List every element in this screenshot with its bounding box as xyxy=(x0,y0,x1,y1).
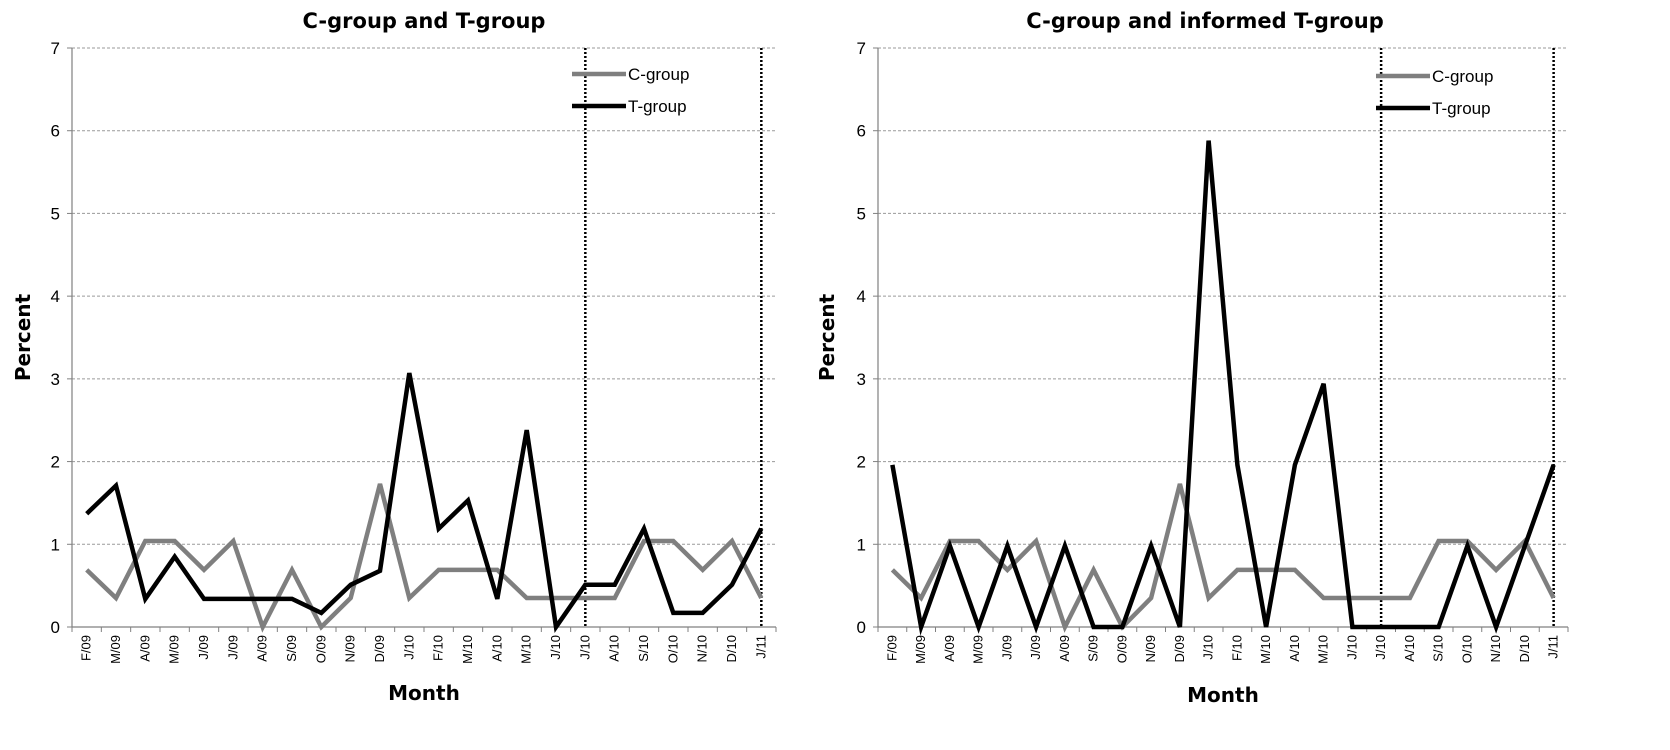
x-tick-label: S/10 xyxy=(1431,635,1446,662)
y-tick-label: 3 xyxy=(857,370,866,389)
x-tick-label: M/09 xyxy=(108,635,123,664)
x-tick-label: F/10 xyxy=(431,635,446,661)
y-tick-label: 0 xyxy=(857,618,866,637)
x-tick-label: D/09 xyxy=(1172,635,1187,662)
x-tick-label: J/10 xyxy=(401,635,416,660)
y-tick-label: 6 xyxy=(857,122,866,141)
y-tick-label: 7 xyxy=(857,39,866,58)
x-tick-label: S/09 xyxy=(284,635,299,662)
x-tick-label: A/09 xyxy=(942,635,957,662)
y-tick-label: 6 xyxy=(51,122,60,141)
x-tick-label: F/09 xyxy=(79,635,94,661)
x-axis-title: Month xyxy=(388,681,460,705)
x-tick-label: O/10 xyxy=(1459,635,1474,663)
x-tick-label: A/10 xyxy=(607,635,622,662)
x-tick-label: O/10 xyxy=(665,635,680,663)
x-tick-label: A/10 xyxy=(489,635,504,662)
y-tick-label: 1 xyxy=(857,535,866,554)
x-tick-label: A/09 xyxy=(255,635,270,662)
x-tick-label: N/09 xyxy=(1143,635,1158,662)
x-tick-label: F/09 xyxy=(884,635,899,661)
x-tick-label: J/11 xyxy=(1546,635,1561,659)
chart-title: C-group and T-group xyxy=(303,9,546,33)
x-tick-label: J/09 xyxy=(196,635,211,660)
y-tick-label: 4 xyxy=(857,287,866,306)
x-tick-label: J/09 xyxy=(225,635,240,660)
y-tick-label: 5 xyxy=(51,204,60,223)
x-tick-label: N/10 xyxy=(695,635,710,662)
y-axis-title: Percent xyxy=(11,293,35,381)
series-line-t-group xyxy=(890,140,1556,636)
x-tick-label: D/10 xyxy=(724,635,739,662)
x-tick-label: J/09 xyxy=(999,635,1014,660)
x-tick-label: N/10 xyxy=(1488,635,1503,662)
x-tick-label: M/10 xyxy=(1258,635,1273,664)
x-tick-label: J/11 xyxy=(753,635,768,659)
x-tick-label: N/09 xyxy=(343,635,358,662)
x-tick-label: M/10 xyxy=(460,635,475,664)
x-tick-label: M/10 xyxy=(519,635,534,664)
y-tick-label: 5 xyxy=(857,204,866,223)
x-tick-label: M/10 xyxy=(1316,635,1331,664)
x-tick-label: A/10 xyxy=(1402,635,1417,662)
y-tick-label: 7 xyxy=(51,39,60,58)
x-tick-label: J/10 xyxy=(1201,635,1216,660)
x-tick-label: A/09 xyxy=(1057,635,1072,662)
x-tick-label: S/09 xyxy=(1086,635,1101,662)
x-tick-label: O/09 xyxy=(313,635,328,663)
legend-label: C-group xyxy=(628,65,689,84)
y-tick-label: 0 xyxy=(51,618,60,637)
x-tick-label: A/10 xyxy=(1287,635,1302,662)
x-tick-label: A/09 xyxy=(137,635,152,662)
series-line-c-group xyxy=(890,483,1556,633)
y-tick-label: 2 xyxy=(51,453,60,472)
x-tick-label: O/09 xyxy=(1114,635,1129,663)
x-axis-title: Month xyxy=(1187,683,1259,707)
legend-label: C-group xyxy=(1432,67,1493,86)
x-tick-label: D/10 xyxy=(1517,635,1532,662)
x-tick-label: J/09 xyxy=(1028,635,1043,660)
legend-label: T-group xyxy=(1432,99,1491,118)
x-tick-label: J/10 xyxy=(1344,635,1359,660)
y-axis-title: Percent xyxy=(815,293,839,381)
x-tick-label: S/10 xyxy=(636,635,651,662)
y-tick-label: 4 xyxy=(51,287,60,306)
y-tick-label: 2 xyxy=(857,453,866,472)
x-tick-label: J/10 xyxy=(1373,635,1388,660)
x-tick-label: D/09 xyxy=(372,635,387,662)
x-tick-label: M/09 xyxy=(167,635,182,664)
y-tick-label: 1 xyxy=(51,535,60,554)
x-tick-label: M/09 xyxy=(971,635,986,664)
legend-label: T-group xyxy=(628,97,687,116)
chart-title: C-group and informed T-group xyxy=(1026,9,1383,33)
x-tick-label: M/09 xyxy=(913,635,928,664)
series-line-c-group xyxy=(85,483,764,633)
series-line-t-group xyxy=(85,372,764,633)
x-tick-label: J/10 xyxy=(548,635,563,660)
x-tick-label: F/10 xyxy=(1229,635,1244,661)
chart-2: C-group and informed T-group 0 1 2 3 4 5 6 7 F/09… xyxy=(815,9,1569,707)
y-tick-label: 3 xyxy=(51,370,60,389)
chart-1: C-group and T-group 0 1 2 3 4 5 6 7 F/09 M/09 A/09 M… xyxy=(11,9,777,705)
x-tick-label: J/10 xyxy=(577,635,592,660)
